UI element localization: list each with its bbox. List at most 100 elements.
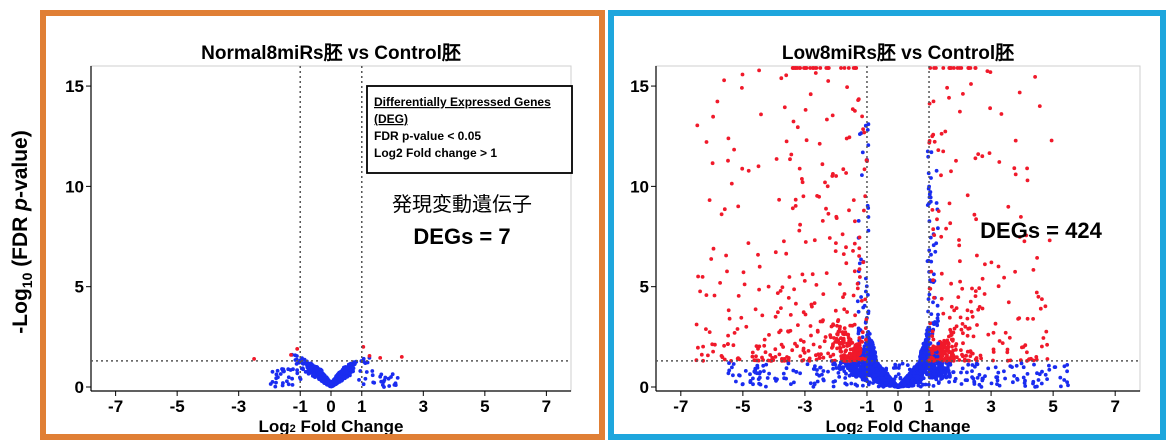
gene-point [932,272,936,277]
significant-gene-point [974,217,978,222]
significant-gene-point [788,313,793,317]
significant-gene-point [853,66,858,70]
significant-gene-point [709,257,714,261]
significant-gene-point [800,272,805,277]
significant-gene-point [839,354,844,359]
significant-gene-point [855,281,860,286]
significant-gene-point [852,346,856,351]
gene-point [948,375,952,379]
significant-gene-point [858,275,862,279]
gene-point [352,362,357,367]
gene-point [300,361,305,366]
volcano-plot-normal: Normal8miRs胚 vs Control胚 -7 -5 -3 -1 0 1 3 5 7 0 5 1… [65,42,573,434]
significant-gene-point [956,295,961,299]
significant-gene-point [1019,215,1023,219]
significant-gene-point [806,349,811,353]
significant-gene-point [853,109,857,113]
gene-point [989,381,994,386]
gene-point [1012,374,1016,378]
gene-point [811,367,816,371]
significant-gene-point [964,353,968,358]
significant-gene-point [754,344,759,348]
significant-gene-point [792,287,796,292]
significant-gene-point [939,296,944,301]
significant-gene-point [786,296,791,300]
x-tick-label: 5 [480,397,489,416]
significant-gene-point [999,112,1004,116]
gene-point [1053,365,1058,369]
significant-gene-point [1034,290,1039,295]
gene-point [993,365,998,370]
significant-gene-point [1013,172,1018,177]
significant-gene-point [827,236,832,240]
significant-gene-point [863,194,868,199]
significant-gene-point [860,114,864,119]
gene-point [844,371,848,376]
significant-gene-point [726,158,730,163]
gene-point [837,375,842,379]
significant-gene-point [696,345,700,350]
gene-point [345,374,349,379]
significant-gene-point [830,113,835,118]
significant-gene-point [822,339,827,344]
gene-point [876,371,881,375]
significant-gene-point [997,160,1002,164]
gene-point [856,219,861,223]
significant-gene-point [1000,341,1005,345]
significant-gene-point [784,139,789,144]
gene-point [861,365,865,370]
significant-gene-point [740,86,744,90]
gene-point [959,382,964,386]
gene-point [877,364,882,369]
gene-point [943,366,948,371]
significant-gene-point [855,286,860,291]
gene-point [379,372,384,377]
significant-gene-point [800,180,805,185]
gene-point [1011,380,1015,385]
gene-point [923,382,928,387]
significant-gene-point [826,79,831,83]
significant-gene-point [750,350,755,355]
gene-point [1010,365,1014,369]
significant-gene-point [757,68,761,73]
significant-gene-point [694,322,699,327]
gene-point [986,366,991,371]
significant-gene-point [842,358,847,363]
significant-gene-point [931,278,935,283]
gene-point [929,312,934,316]
gene-point [361,382,366,387]
gene-point [927,248,932,253]
significant-gene-point [963,324,968,329]
significant-gene-point [980,154,985,159]
x-tick-label: 5 [1048,397,1057,416]
gene-point [731,373,735,378]
gene-point [856,309,861,314]
significant-gene-point [700,275,705,279]
gene-point [274,380,278,385]
significant-gene-point [815,194,819,198]
gene-point [1039,381,1044,386]
gene-point [909,379,914,384]
x-tick-label: 3 [419,397,428,416]
significant-gene-point [1022,239,1027,244]
significant-gene-point [832,336,836,340]
significant-gene-point [779,76,784,81]
significant-gene-point [965,333,970,338]
significant-gene-point [399,355,404,359]
gene-point [743,369,748,373]
significant-gene-point [847,351,852,356]
significant-gene-point [727,316,732,321]
gene-point [947,380,951,384]
significant-gene-point [835,332,840,337]
significant-gene-point [1017,90,1022,95]
gene-point [980,376,985,381]
significant-gene-point [848,323,853,328]
significant-gene-point [965,308,970,313]
gene-point [928,199,933,204]
volcano-panel-normal: Normal8miRs胚 vs Control胚 -7 -5 -3 -1 0 1 3 5 7 0 5 1… [40,10,605,440]
significant-gene-point [1005,350,1010,355]
gene-point [860,335,865,340]
significant-gene-point [968,66,973,70]
significant-gene-point [978,353,983,358]
gene-point [726,371,731,376]
